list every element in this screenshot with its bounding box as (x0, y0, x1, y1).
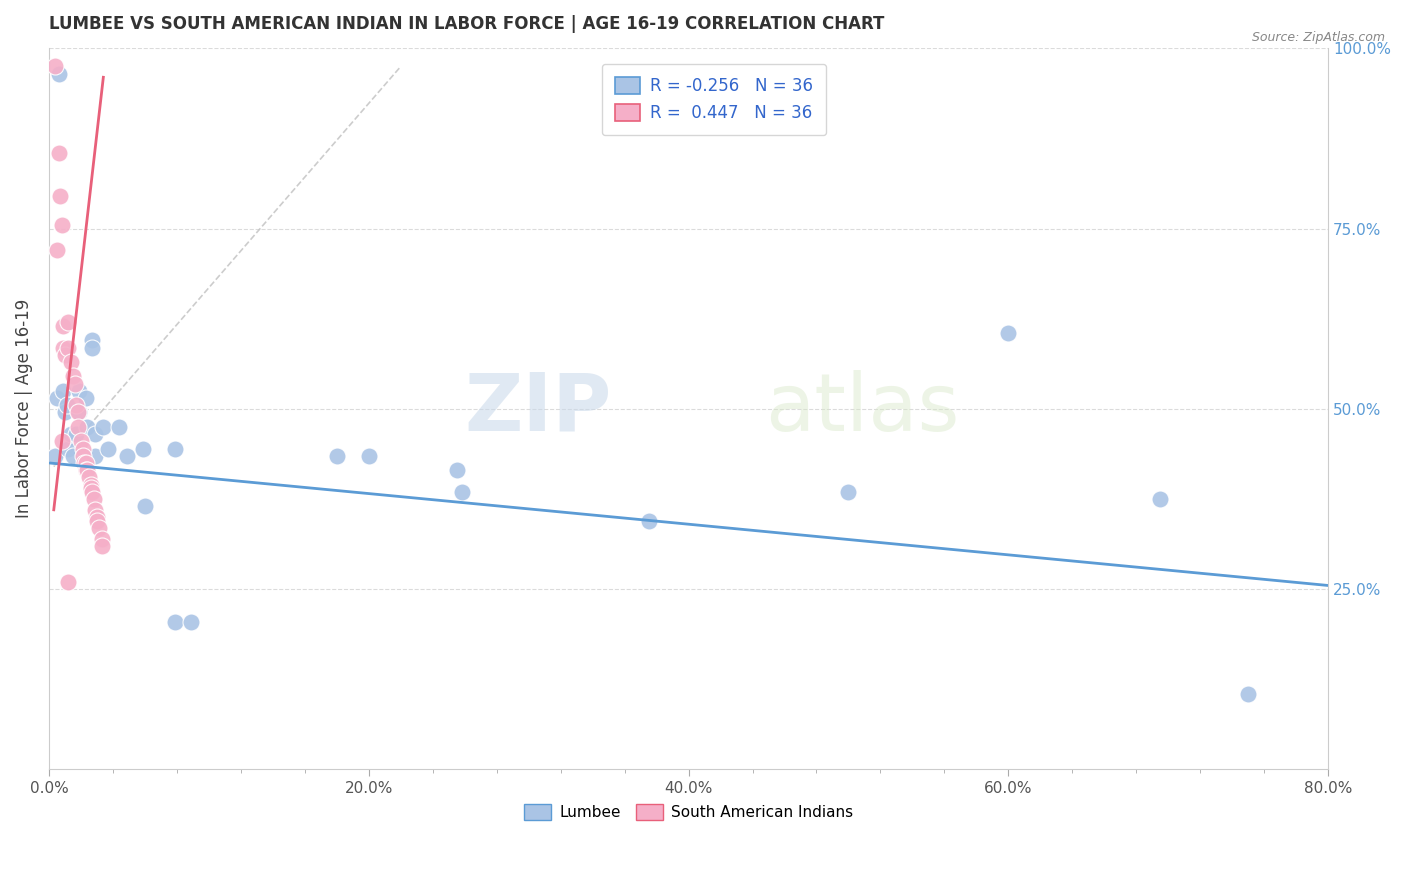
Point (326, 449, 349, 463)
Y-axis label: In Labor Force | Age 16-19: In Labor Force | Age 16-19 (15, 299, 32, 518)
Point (90, 539, 112, 553)
Point (53, 348, 76, 362)
Point (76, 420, 98, 434)
Point (46, 391, 69, 405)
Text: ZIP: ZIP (464, 370, 612, 448)
Point (75, 463, 97, 477)
Point (52, 318, 75, 333)
Point (76, 463, 98, 477)
Point (97, 442, 120, 456)
Point (72, 442, 94, 456)
Point (83, 491, 105, 506)
Point (56, 341, 79, 355)
Text: Source: ZipAtlas.com: Source: ZipAtlas.com (1251, 31, 1385, 45)
Point (56, 442, 79, 456)
Point (1237, 687, 1260, 701)
Point (53, 405, 76, 419)
Point (60, 355, 83, 369)
Point (56, 574, 79, 589)
Point (997, 326, 1019, 341)
Point (132, 442, 155, 456)
Point (180, 615, 202, 629)
Point (87, 521, 110, 535)
Point (84, 449, 107, 463)
Point (48, 145, 70, 160)
Point (63, 376, 86, 391)
Point (82, 334, 104, 348)
Point (65, 427, 87, 442)
Point (90, 532, 112, 546)
Point (70, 434, 93, 449)
Point (66, 420, 89, 434)
Point (49, 189, 72, 203)
Legend: Lumbee, South American Indians: Lumbee, South American Indians (517, 798, 859, 827)
Point (48, 67, 70, 81)
Point (46, 244, 69, 258)
Point (82, 484, 104, 499)
Point (117, 449, 139, 463)
Point (79, 477, 101, 491)
Point (108, 420, 131, 434)
Point (67, 384, 90, 398)
Point (62, 369, 84, 384)
Point (72, 449, 94, 463)
Point (44, 449, 66, 463)
Point (450, 484, 472, 499)
Point (446, 463, 468, 477)
Point (79, 481, 101, 495)
Point (60, 427, 83, 442)
Point (52, 341, 75, 355)
Point (837, 484, 859, 499)
Point (51, 218, 73, 232)
Point (55, 398, 77, 412)
Point (44, 60, 66, 74)
Point (165, 442, 187, 456)
Point (86, 510, 108, 524)
Point (67, 405, 90, 419)
Point (82, 341, 104, 355)
Point (86, 514, 108, 528)
Point (165, 615, 187, 629)
Point (84, 503, 107, 517)
Point (637, 514, 659, 528)
Point (62, 449, 84, 463)
Text: LUMBEE VS SOUTH AMERICAN INDIAN IN LABOR FORCE | AGE 16-19 CORRELATION CHART: LUMBEE VS SOUTH AMERICAN INDIAN IN LABOR… (49, 15, 884, 33)
Point (73, 456, 96, 470)
Point (77, 470, 100, 484)
Point (357, 449, 380, 463)
Point (75, 391, 97, 405)
Point (52, 384, 75, 398)
Point (51, 434, 73, 449)
Point (66, 405, 89, 419)
Point (1149, 491, 1171, 506)
Point (91, 420, 114, 434)
Point (56, 315, 79, 329)
Point (75, 456, 97, 470)
Point (134, 499, 156, 513)
Point (84, 427, 107, 442)
Point (65, 398, 87, 412)
Text: atlas: atlas (765, 370, 960, 448)
